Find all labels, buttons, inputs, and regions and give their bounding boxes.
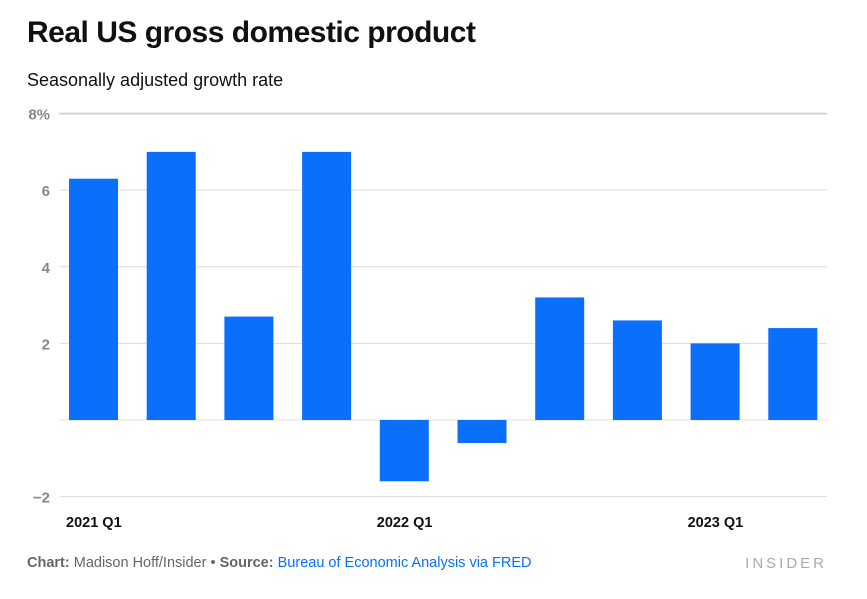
bar bbox=[69, 178, 118, 420]
y-tick-label: −2 bbox=[33, 490, 50, 507]
source-link[interactable]: Bureau of Economic Analysis via FRED bbox=[277, 555, 532, 571]
chart-title: Real US gross domestic product bbox=[27, 16, 476, 49]
y-tick-label: 6 bbox=[42, 183, 50, 200]
chart-credit-label: Chart: bbox=[27, 555, 70, 571]
source-label: Source: bbox=[219, 555, 274, 571]
x-tick-label: 2021 Q1 bbox=[66, 515, 122, 531]
bar bbox=[146, 151, 196, 420]
separator: • bbox=[210, 555, 216, 571]
bar bbox=[302, 151, 352, 420]
bar bbox=[535, 297, 585, 420]
insider-logo: INSIDER bbox=[745, 555, 827, 572]
bar bbox=[224, 316, 274, 420]
chart-credit: Madison Hoff/Insider bbox=[73, 555, 207, 571]
y-tick-label: 4 bbox=[42, 260, 51, 277]
bar bbox=[768, 328, 818, 420]
bar bbox=[379, 420, 429, 482]
bar bbox=[612, 320, 662, 420]
y-tick-label: 2 bbox=[42, 336, 50, 353]
y-tick-label: 8% bbox=[28, 107, 50, 124]
chart-footer: Chart: Madison Hoff/Insider • Source: Bu… bbox=[27, 555, 531, 571]
x-tick-label: 2023 Q1 bbox=[688, 515, 744, 531]
bar bbox=[690, 343, 740, 420]
bar bbox=[457, 420, 507, 443]
chart-subtitle: Seasonally adjusted growth rate bbox=[27, 70, 284, 90]
x-tick-label: 2022 Q1 bbox=[377, 515, 433, 531]
